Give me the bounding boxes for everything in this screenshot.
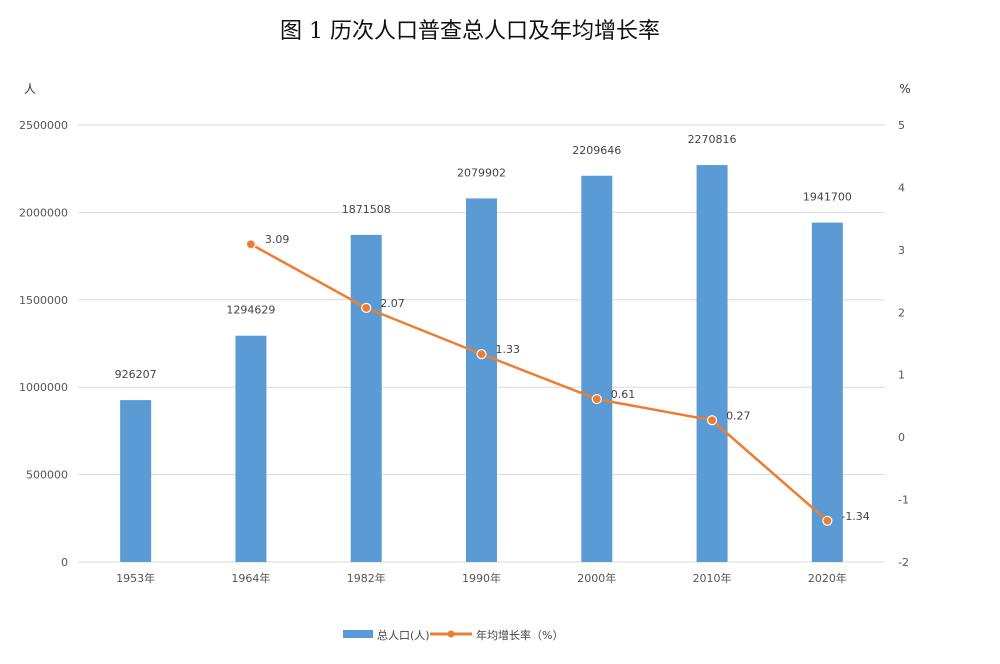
left-axis-tick-label: 1000000 (19, 381, 68, 394)
bar-data-label: 2209646 (572, 144, 621, 157)
left-axis-tick-label: 2500000 (19, 119, 68, 132)
right-axis-tick-label: 5 (898, 119, 905, 132)
left-axis-tick-label: 0 (61, 556, 68, 569)
x-axis-tick-label: 1964年 (231, 571, 270, 585)
bar-data-label: 926207 (115, 368, 157, 381)
bar (581, 175, 613, 562)
bar-data-label: 1294629 (226, 304, 275, 317)
growth-rate-point (591, 393, 602, 405)
right-axis-tick-label: 4 (898, 181, 905, 194)
growth-rate-label: 1.33 (496, 343, 521, 356)
x-axis-ticks: 1953年 1964年 1982年 1990年 2000年 2010年 2020年 (116, 571, 847, 585)
growth-rate-label: 3.09 (265, 233, 290, 246)
bar (466, 198, 497, 562)
growth-rate-label: 0.61 (611, 388, 636, 401)
legend: 总人口(人) 年均增长率（%） (343, 628, 563, 642)
x-axis-tick-label: 2010年 (693, 571, 732, 585)
legend-line-marker (447, 630, 455, 638)
right-axis-ticks: -2 -1 0 1 2 3 4 5 (898, 119, 909, 569)
left-axis-tick-label: 500000 (26, 469, 68, 482)
growth-rate-label: 2.07 (380, 297, 405, 310)
growth-rate-label: -1.34 (841, 510, 869, 523)
growth-rate-point (476, 349, 487, 360)
bar-data-labels: 926207 1294629 1871508 2079902 2209646 227081… (115, 133, 852, 381)
growth-rate-point (361, 302, 372, 314)
right-axis-tick-label: -1 (898, 494, 909, 507)
left-axis-unit: 人 (24, 82, 36, 96)
bar (696, 165, 728, 563)
bar-data-label: 1941700 (803, 191, 852, 204)
right-axis-tick-label: 3 (898, 244, 905, 257)
growth-rate-label: 0.27 (726, 409, 751, 422)
bar-data-label: 2270816 (688, 133, 737, 146)
growth-rate-point (822, 515, 833, 526)
x-axis-tick-label: 2020年 (808, 571, 847, 585)
left-axis-tick-label: 2000000 (19, 206, 68, 219)
x-axis-tick-label: 1953年 (116, 571, 155, 585)
growth-rate-point (245, 239, 257, 250)
right-axis-unit: % (899, 82, 910, 96)
right-axis-tick-label: -2 (898, 556, 909, 569)
bar-series (120, 165, 843, 563)
growth-rate-line (250, 243, 829, 522)
bar-data-label: 1871508 (342, 203, 391, 216)
x-axis-tick-label: 1990年 (462, 571, 501, 585)
legend-bar-label: 总人口(人) (377, 628, 430, 642)
growth-rate-point (706, 415, 718, 426)
legend-line-label: 年均增长率（%） (476, 628, 563, 642)
bar (350, 234, 382, 562)
left-axis-tick-label: 1500000 (19, 294, 68, 307)
line-series: 3.09 2.07 1.33 0.61 0.27 -1.34 (245, 233, 870, 526)
bar-data-label: 2079902 (457, 166, 506, 179)
right-axis-tick-label: 0 (898, 431, 905, 444)
bar (235, 335, 267, 562)
right-axis-tick-label: 2 (898, 306, 905, 319)
bar (811, 222, 843, 563)
x-axis-tick-label: 1982年 (347, 571, 386, 585)
legend-bar-swatch (343, 630, 373, 638)
left-axis-ticks: 0 500000 1000000 1500000 2000000 2500000 (19, 119, 68, 569)
right-axis-tick-label: 1 (898, 369, 905, 382)
bar (120, 400, 152, 562)
chart-title: 图 1 历次人口普查总人口及年均增长率 (280, 19, 660, 44)
x-axis-tick-label: 2000年 (577, 571, 616, 585)
